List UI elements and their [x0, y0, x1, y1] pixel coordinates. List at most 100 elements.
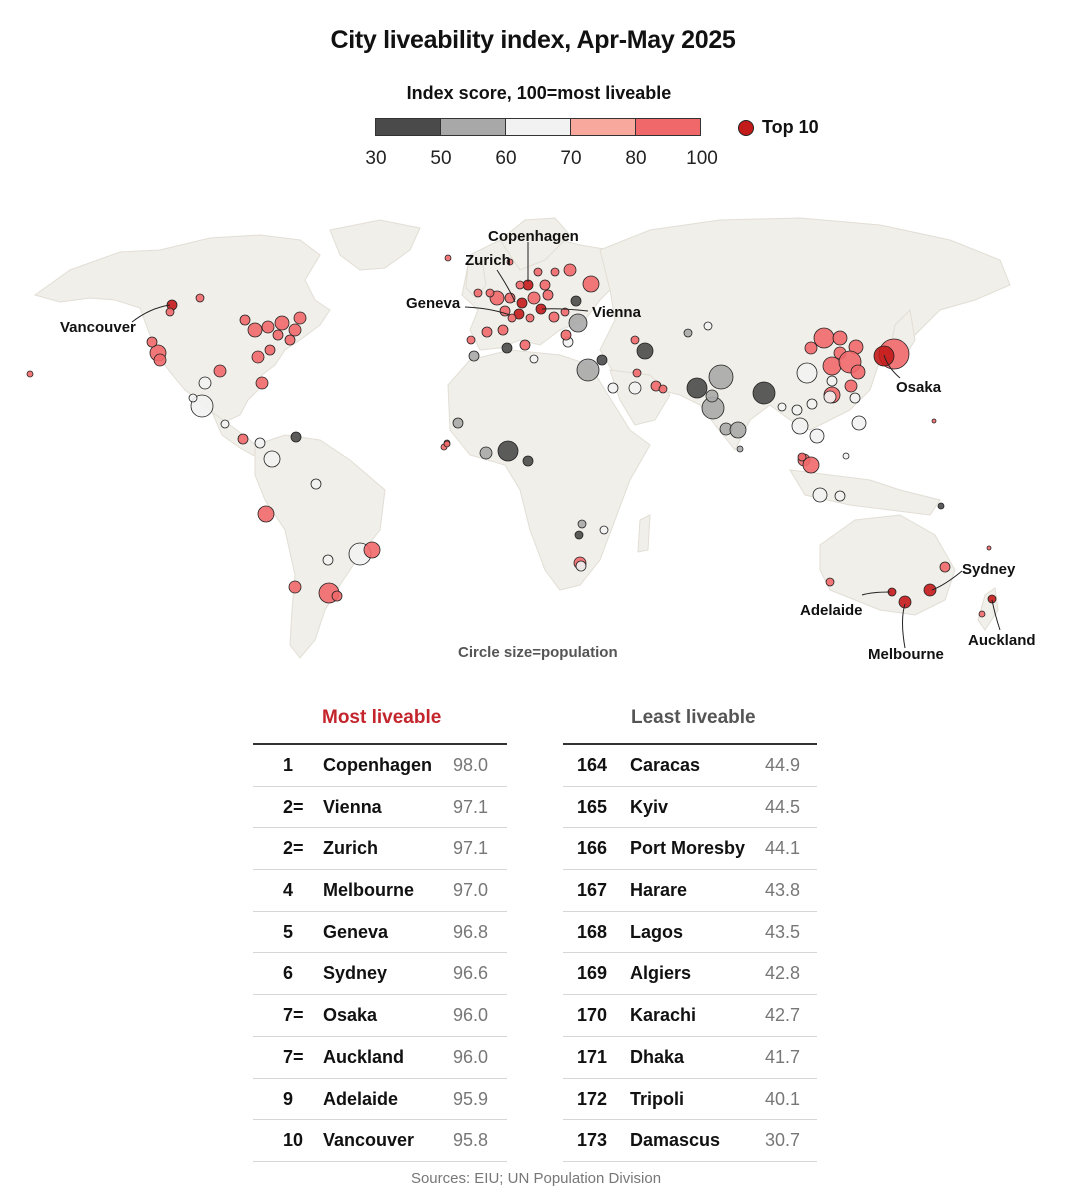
table-row: 2= Vienna 97.1	[253, 787, 507, 829]
table-cell-city: Adelaide	[323, 1088, 399, 1109]
city-bubble	[823, 390, 837, 404]
city-bubble	[468, 350, 480, 362]
table-cell-city: Dhaka	[630, 1046, 685, 1067]
top10-dot-icon	[738, 119, 754, 136]
city-bubble	[560, 307, 570, 317]
table-cell-city: Osaka	[323, 1005, 378, 1026]
table-cell-score: 42.7	[765, 1005, 801, 1026]
table-row: 165 Kyiv 44.5	[563, 787, 817, 829]
table-cell-rank: 171	[577, 1046, 608, 1067]
legend-tick: 50	[430, 148, 452, 169]
table-cell-score: 98.0	[453, 755, 489, 775]
city-bubble	[570, 295, 582, 307]
city-bubble	[563, 263, 577, 277]
city-bubble	[254, 437, 266, 449]
most-liveable-heading: Most liveable	[322, 707, 442, 728]
table-cell-rank: 169	[577, 963, 608, 984]
label-leaders	[131, 242, 1001, 649]
map-label-melbourne: Melbourne	[868, 646, 944, 663]
city-bubble	[607, 382, 619, 394]
land-se-asia	[789, 469, 941, 516]
table-cell-rank: 7=	[283, 1046, 304, 1067]
map-label-vienna: Vienna	[592, 304, 642, 321]
city-bubble	[515, 280, 525, 290]
map-caption: Circle size=population	[458, 644, 618, 661]
city-bubble	[529, 354, 539, 364]
city-bubbles	[26, 254, 997, 618]
legend-bin-80-100	[635, 118, 701, 136]
table-row: 170 Karachi 42.7	[563, 995, 817, 1037]
table-cell-rank: 165	[577, 796, 608, 817]
legend-bin-70-80	[570, 118, 636, 136]
city-bubble	[198, 376, 212, 390]
city-bubble	[550, 267, 560, 277]
land-australia	[819, 514, 956, 616]
leader-zurich	[496, 269, 516, 303]
leader-auckland	[991, 599, 1001, 631]
table-cell-city: Algiers	[630, 963, 692, 984]
legend-tick: 70	[560, 148, 582, 169]
city-bubble	[797, 452, 807, 462]
table-cell-city: Tripoli	[630, 1088, 684, 1109]
city-bubble	[251, 350, 265, 364]
city-bubble	[812, 487, 828, 503]
legend-top10-label: Top 10	[762, 117, 819, 137]
city-bubble	[293, 311, 307, 325]
city-bubble	[686, 377, 708, 399]
table-cell-rank: 4	[283, 880, 294, 901]
table-row: 173 Damascus 30.7	[563, 1120, 817, 1162]
city-bubble	[257, 505, 275, 523]
legend-tick: 30	[365, 148, 387, 169]
city-bubble	[850, 364, 866, 380]
city-bubble	[844, 379, 858, 393]
table-cell-score: 44.1	[765, 838, 801, 859]
leader-vienna	[541, 308, 589, 312]
table-cell-city: Zurich	[323, 838, 379, 859]
table-cell-rank: 1	[283, 755, 294, 775]
legend-bin-50-60	[440, 118, 506, 136]
city-bubble	[806, 398, 818, 410]
city-bubble	[802, 456, 820, 474]
map-label-sydney: Sydney	[962, 561, 1016, 578]
city-bubble	[575, 560, 587, 572]
table-row: 6 Sydney 96.6	[253, 953, 507, 996]
city-bubble	[560, 329, 572, 341]
table-row: 2= Zurich 97.1	[253, 828, 507, 871]
table-cell-score: 40.1	[765, 1088, 801, 1109]
table-cell-city: Geneva	[323, 921, 389, 942]
city-bubble	[264, 344, 276, 356]
city-bubble	[452, 417, 464, 429]
chart-title: City liveability index, Apr-May 2025	[330, 26, 736, 54]
city-bubble	[576, 358, 600, 382]
city-bubble	[596, 354, 608, 366]
city-bubble	[898, 595, 912, 609]
city-bubble	[274, 315, 290, 331]
city-bubble	[146, 336, 158, 348]
table-row: 167 Harare 43.8	[563, 870, 817, 912]
city-bubble	[804, 341, 818, 355]
city-bubble	[263, 450, 281, 468]
city-bubble	[791, 404, 803, 416]
table-row: 171 Dhaka 41.7	[563, 1037, 817, 1079]
city-bubble	[513, 308, 525, 320]
table-cell-city: Kyiv	[630, 796, 669, 817]
city-bubble	[261, 320, 275, 334]
map-label-copenhagen: Copenhagen	[488, 228, 579, 245]
city-bubble	[247, 322, 263, 338]
city-bubble	[809, 428, 825, 444]
table-cell-score: 30.7	[765, 1130, 801, 1151]
table-cell-score: 96.6	[453, 963, 489, 984]
legend-bin-60-70	[505, 118, 571, 136]
table-cell-score: 42.8	[765, 963, 801, 984]
table-cell-city: Auckland	[323, 1046, 405, 1067]
table-cell-city: Vienna	[323, 796, 382, 817]
table-row: 166 Port Moresby 44.1	[563, 828, 817, 871]
table-cell-score: 95.8	[453, 1130, 489, 1151]
city-bubble	[796, 362, 818, 384]
city-bubble	[497, 324, 509, 336]
table-cell-city: Copenhagen	[323, 755, 433, 775]
map-label-adelaide: Adelaide	[800, 602, 863, 619]
city-bubble	[978, 610, 986, 618]
city-bubble	[851, 415, 867, 431]
city-bubble	[331, 590, 343, 602]
